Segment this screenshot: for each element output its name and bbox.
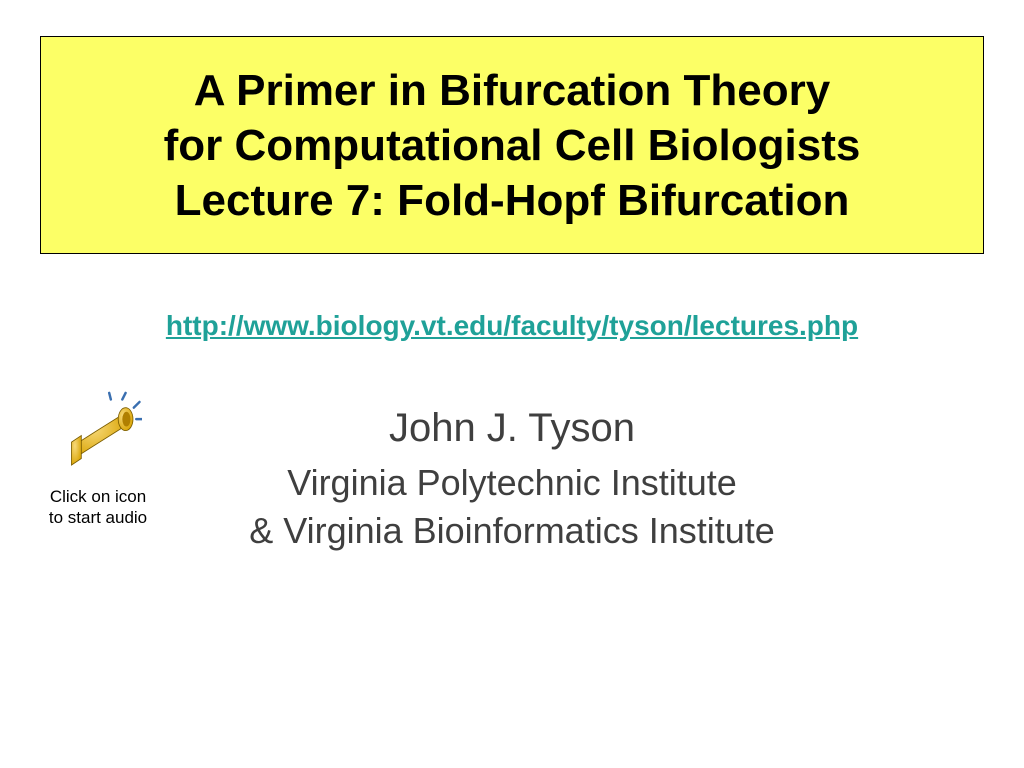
audio-play-button[interactable] [60, 388, 142, 470]
title-line-2: for Computational Cell Biologists [164, 118, 861, 173]
audio-caption-line-2: to start audio [32, 507, 164, 528]
speaker-icon [60, 388, 142, 470]
title-line-1: A Primer in Bifurcation Theory [194, 63, 830, 118]
lecture-url-link[interactable]: http://www.biology.vt.edu/faculty/tyson/… [0, 310, 1024, 342]
audio-caption: Click on icon to start audio [32, 486, 164, 529]
slide: A Primer in Bifurcation Theory for Compu… [0, 0, 1024, 768]
title-line-3: Lecture 7: Fold-Hopf Bifurcation [175, 173, 850, 228]
audio-caption-line-1: Click on icon [32, 486, 164, 507]
title-box: A Primer in Bifurcation Theory for Compu… [40, 36, 984, 254]
author-name: John J. Tyson [0, 406, 1024, 451]
